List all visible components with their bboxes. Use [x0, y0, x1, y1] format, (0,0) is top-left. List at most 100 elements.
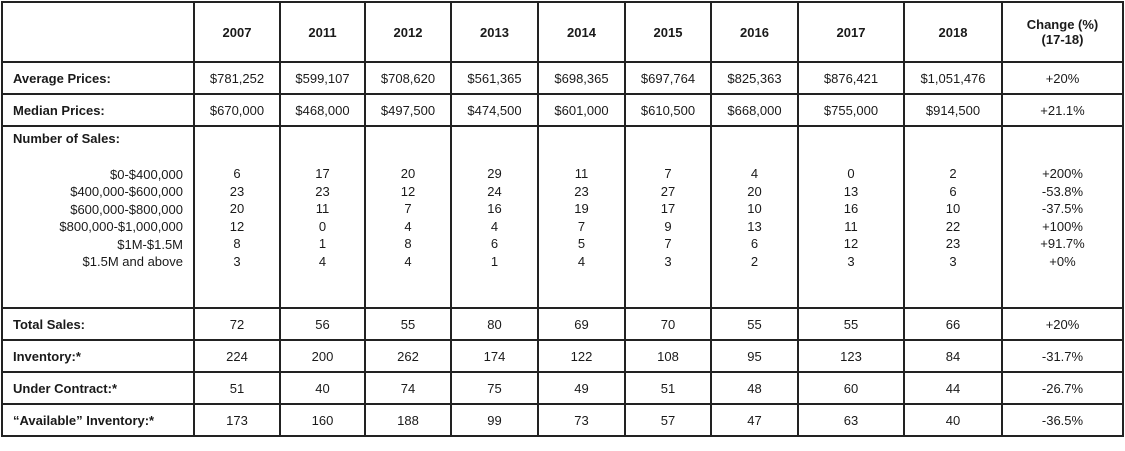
- sales-value: 4: [404, 218, 412, 234]
- data-row: Total Sales: 72 56 55 80 69 70 55 55 66 +20%: [1, 307, 1124, 341]
- sales-values: 29 24 16 4 6 1: [452, 127, 537, 270]
- sales-value: 16: [487, 201, 502, 216]
- sales-value: 23: [315, 183, 330, 199]
- sales-value: 4: [318, 253, 327, 269]
- year-header: 2018: [903, 1, 1003, 63]
- sales-value: 12: [843, 236, 859, 251]
- sales-value: 6: [490, 236, 499, 251]
- sales-value: 20: [747, 183, 762, 199]
- cell: 72: [193, 307, 281, 341]
- cell: $755,000: [797, 93, 905, 127]
- header-row: 2007 2011 2012 2013 2014 2015 2016 2017 2018 Chan…: [1, 1, 1124, 63]
- change-header-line: (17-18): [1041, 32, 1084, 47]
- sales-cell: 2 6 10 22 23 3: [903, 125, 1003, 309]
- bracket-label: $0-$400,000: [109, 166, 183, 182]
- sales-value: 11: [315, 201, 330, 216]
- cell: 262: [364, 339, 452, 373]
- sales-value: +100%: [1042, 218, 1083, 234]
- data-row: Median Prices: $670,000 $468,000 $497,500 $4…: [1, 93, 1124, 127]
- year-header: 2007: [193, 1, 281, 63]
- sales-value: 7: [577, 218, 586, 234]
- cell: $670,000: [193, 93, 281, 127]
- cell: 95: [710, 339, 799, 373]
- cell: $610,500: [624, 93, 712, 127]
- cell: $599,107: [279, 61, 366, 95]
- sales-value: 27: [660, 183, 676, 199]
- cell: 55: [710, 307, 799, 341]
- cell: $468,000: [279, 93, 366, 127]
- cell: 49: [537, 371, 626, 405]
- data-row: Average Prices: $781,252 $599,107 $708,620 $…: [1, 61, 1124, 95]
- sales-cell: 29 24 16 4 6 1: [450, 125, 539, 309]
- cell: 173: [193, 403, 281, 437]
- sales-cell: 20 12 7 4 8 4: [364, 125, 452, 309]
- sales-value: 10: [945, 201, 961, 216]
- cell: $561,365: [450, 61, 539, 95]
- sales-value: 4: [490, 218, 499, 234]
- cell: $474,500: [450, 93, 539, 127]
- sales-value: 12: [400, 183, 416, 199]
- cell: +20%: [1001, 61, 1124, 95]
- sales-values: 7 27 17 9 7 3: [626, 127, 710, 270]
- year-header: 2017: [797, 1, 905, 63]
- sales-value: 4: [404, 253, 412, 269]
- sales-values: 4 20 10 13 6 2: [712, 127, 797, 270]
- sales-value: 11: [574, 166, 589, 181]
- sales-value: 23: [574, 183, 589, 199]
- sales-value: 7: [404, 201, 412, 216]
- cell: 224: [193, 339, 281, 373]
- bracket-label: $800,000-$1,000,000: [59, 219, 183, 234]
- cell: $781,252: [193, 61, 281, 95]
- cell: 63: [797, 403, 905, 437]
- sales-value: 6: [949, 183, 957, 199]
- row-label: Median Prices:: [1, 93, 195, 127]
- sales-value: 19: [574, 201, 589, 216]
- data-row: Inventory:* 224 200 262 174 122 108 95 123 84 -31.…: [1, 339, 1124, 373]
- sales-value: 8: [233, 236, 241, 251]
- sales-value: 3: [949, 253, 957, 269]
- cell: $914,500: [903, 93, 1003, 127]
- year-header: 2016: [710, 1, 799, 63]
- sales-value: +91.7%: [1040, 236, 1085, 251]
- sales-value: 8: [404, 236, 412, 251]
- sales-value: 5: [577, 236, 586, 251]
- sales-label-cell: Number of Sales: $0-$400,000 $400,000-$600…: [1, 125, 195, 309]
- cell: 56: [279, 307, 366, 341]
- year-header: 2011: [279, 1, 366, 63]
- cell: 47: [710, 403, 799, 437]
- sales-label: Number of Sales:: [13, 131, 120, 146]
- cell: -31.7%: [1001, 339, 1124, 373]
- sales-values: +200% -53.8% -37.5% +100% +91.7% +0%: [1003, 127, 1122, 270]
- cell: $601,000: [537, 93, 626, 127]
- sales-value: 6: [750, 236, 759, 251]
- bracket-label: $1M-$1.5M: [117, 236, 183, 252]
- sales-values: 0 13 16 11 12 3: [799, 127, 903, 270]
- sales-value: 4: [577, 253, 586, 269]
- bracket-label: $1.5M and above: [82, 254, 183, 269]
- sales-value: 7: [664, 236, 672, 251]
- sales-value: 0: [847, 166, 855, 181]
- cell: +21.1%: [1001, 93, 1124, 127]
- bracket-label: $600,000-$800,000: [70, 201, 183, 217]
- sales-value: 4: [750, 166, 759, 181]
- cell: 55: [797, 307, 905, 341]
- cell: 55: [364, 307, 452, 341]
- sales-value: 23: [945, 236, 961, 251]
- cell: 51: [624, 371, 712, 405]
- sales-cell: 6 23 20 12 8 3: [193, 125, 281, 309]
- sales-value: 3: [233, 253, 241, 269]
- row-label: “Available” Inventory:*: [1, 403, 195, 437]
- cell: 200: [279, 339, 366, 373]
- row-label: Average Prices:: [1, 61, 195, 95]
- sales-value: 13: [843, 183, 859, 199]
- sales-value: 23: [229, 183, 245, 199]
- cell: 74: [364, 371, 452, 405]
- sales-cell: 17 23 11 0 1 4: [279, 125, 366, 309]
- cell: $698,365: [537, 61, 626, 95]
- cell: 51: [193, 371, 281, 405]
- sales-value: 9: [664, 218, 672, 234]
- row-label: Under Contract:*: [1, 371, 195, 405]
- corner-cell: [1, 1, 195, 63]
- cell: -26.7%: [1001, 371, 1124, 405]
- cell: 174: [450, 339, 539, 373]
